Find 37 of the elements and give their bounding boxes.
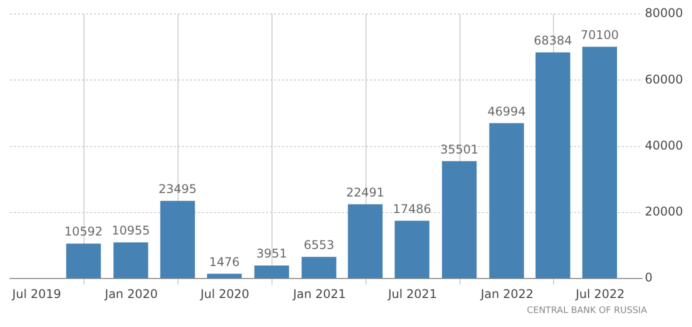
bar — [254, 266, 290, 278]
bar — [66, 244, 101, 278]
data-label: 6553 — [304, 238, 334, 252]
bar — [160, 200, 195, 278]
data-label: 3951 — [256, 246, 287, 261]
data-label: 22491 — [346, 185, 384, 200]
y-tick-label: 80000 — [644, 6, 684, 20]
data-label: 23495 — [158, 182, 197, 196]
data-label: 1476 — [209, 254, 240, 269]
bar — [348, 204, 383, 278]
data-label: 68384 — [534, 34, 572, 48]
y-tick-label: 40000 — [644, 138, 684, 152]
text: CENTRAL BANK OF RUSSIA — [526, 306, 647, 316]
y-tick-label: 20000 — [644, 204, 684, 219]
bar — [582, 46, 618, 278]
bar — [489, 123, 524, 278]
x-tick-label: Jul 2022 — [574, 286, 625, 301]
y-tick-label: 0 — [644, 270, 652, 285]
x-tick-label: Jan 2021 — [292, 286, 346, 301]
x-tick-label: Jul 2019 — [11, 286, 62, 301]
x-tick-label: Jul 2021 — [387, 286, 437, 301]
bar — [394, 220, 430, 278]
y-tick-label: 60000 — [644, 72, 684, 86]
data-label: 10592 — [64, 224, 103, 239]
x-tick-label: Jan 2022 — [480, 286, 534, 301]
x-tick-label: Jul 2020 — [199, 286, 250, 301]
bar — [207, 274, 242, 278]
data-label: 46994 — [488, 104, 526, 118]
x-tick-label: Jan 2020 — [104, 286, 158, 301]
bar — [302, 256, 336, 278]
data-label: 17486 — [392, 202, 432, 216]
data-label: 35501 — [440, 142, 478, 156]
bar — [536, 52, 570, 278]
bar — [442, 161, 477, 278]
data-label: 70100 — [580, 28, 619, 42]
bar — [113, 242, 148, 278]
data-label: 10955 — [112, 223, 150, 238]
